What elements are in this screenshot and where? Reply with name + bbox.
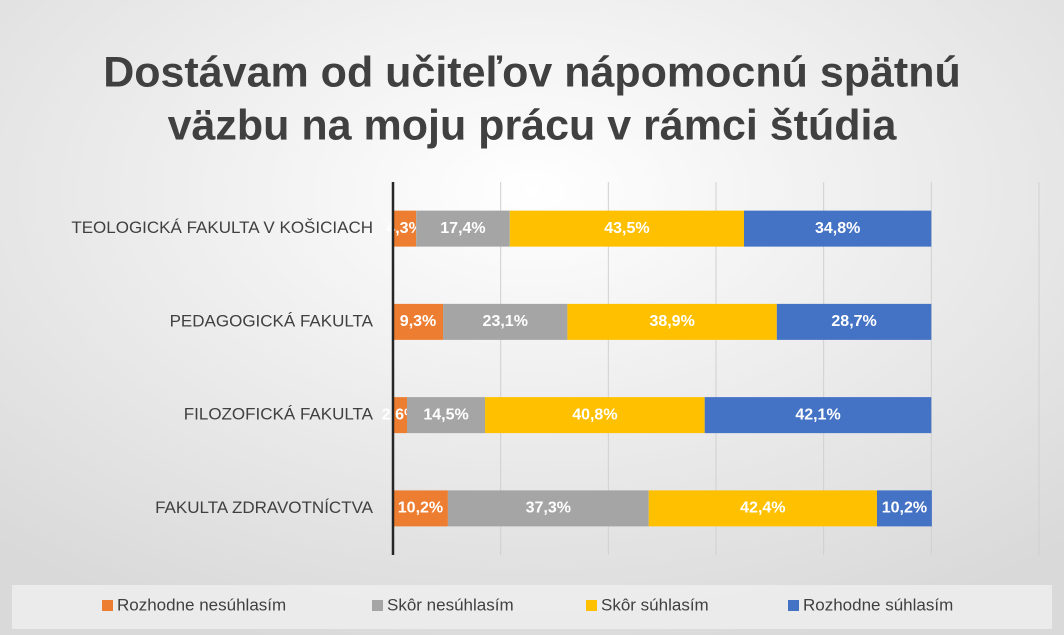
bar-segment [648,490,877,527]
data-label: 10,2% [398,500,443,517]
bar-segment [447,490,649,527]
bar-segment [393,303,444,340]
data-label: 43,5% [604,220,649,237]
chart-title: väzbu na moju prácu v rámci štúdia [168,101,898,149]
bar-segment [743,210,932,247]
bar-segment [485,397,705,434]
bar-segment [776,303,932,340]
data-label: 23,1% [483,313,528,330]
bar-segment [393,490,448,527]
y-tick-label: PEDAGOGICKÁ FAKULTA [170,311,374,330]
data-label: 28,7% [831,313,876,330]
data-label: 34,8% [815,220,860,237]
data-label: 42,4% [740,500,785,517]
data-label: 14,5% [423,406,468,423]
bar-segment [393,397,407,434]
y-tick-label: FAKULTA ZDRAVOTNÍCTVA [155,498,374,517]
data-label: 40,8% [572,406,617,423]
legend-label: Skôr súhlasím [601,595,709,614]
legend-swatch [372,600,383,611]
bar-segment [393,210,417,247]
legend-label: Rozhodne nesúhlasím [117,595,286,614]
y-tick-label: FILOZOFICKÁ FAKULTA [184,405,374,424]
data-label: 9,3% [400,313,436,330]
y-tick-label: TEOLOGICKÁ FAKULTA V KOŠICIACH [71,218,373,237]
bar-segment [406,397,486,434]
data-label: 37,3% [526,500,571,517]
legend-label: Rozhodne súhlasím [803,595,953,614]
bar-segment [443,303,568,340]
bar-segment [509,210,744,247]
data-label: 10,2% [882,500,927,517]
legend-box [12,585,1052,629]
bar-segment [567,303,777,340]
data-label: 38,9% [649,313,694,330]
bar-segment [876,490,932,527]
data-label: 42,1% [795,406,840,423]
legend-swatch [102,600,113,611]
bar-segment [704,397,932,434]
data-label: 4,3% [386,220,422,237]
legend-swatch [586,600,597,611]
legend-label: Skôr nesúhlasím [387,595,514,614]
chart-title: Dostávam od učiteľov nápomocnú spätnú [103,48,961,96]
legend-swatch [788,600,799,611]
data-label: 17,4% [440,220,485,237]
bar-segment [416,210,510,247]
